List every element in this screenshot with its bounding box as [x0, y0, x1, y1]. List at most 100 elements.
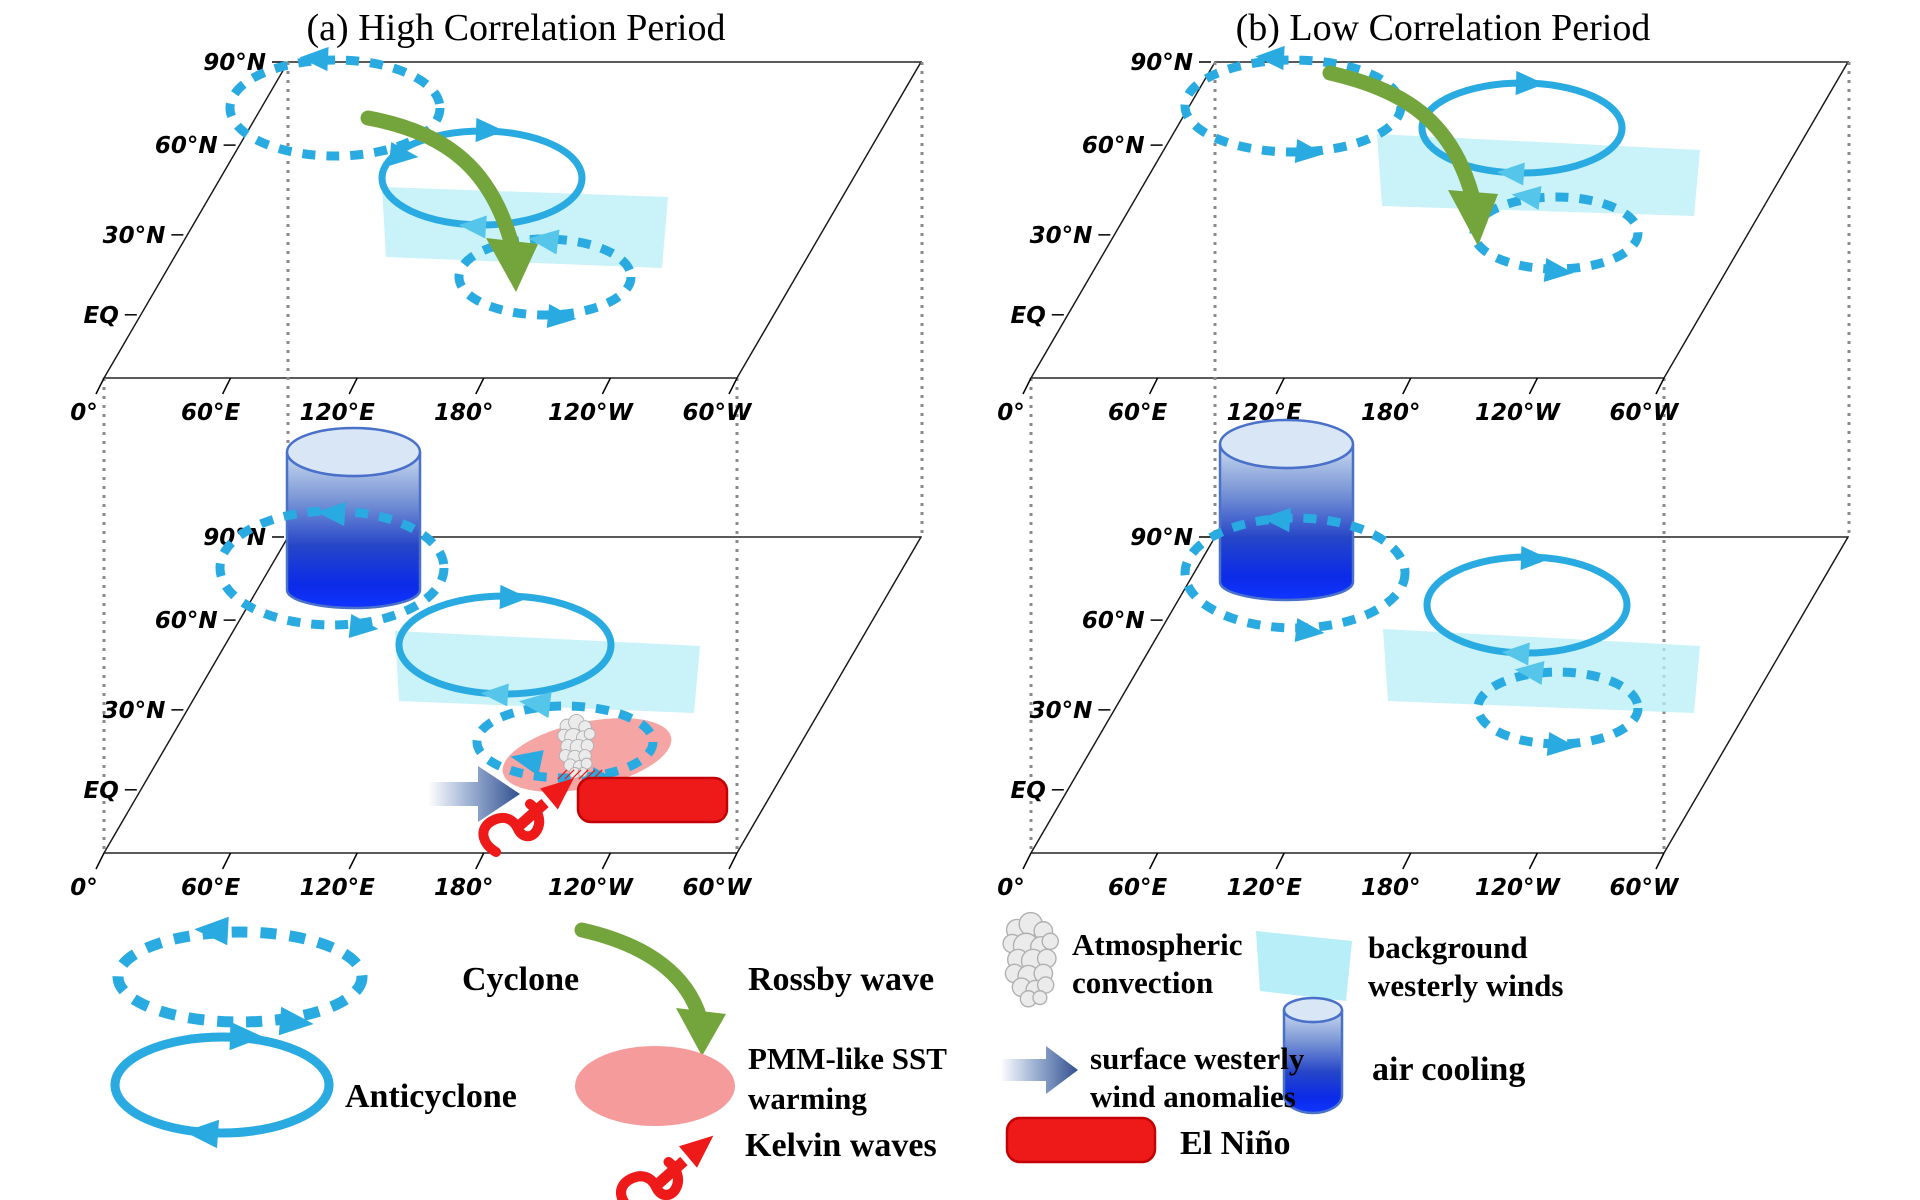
el-nino-box [1005, 1116, 1157, 1164]
lon-label: 60°W [1610, 875, 1681, 901]
lon-tick [1022, 852, 1032, 870]
lon-tick [348, 852, 358, 870]
atmospheric-convection-icon [557, 713, 603, 780]
flow-arrowhead [499, 584, 529, 610]
el-nino-box [576, 776, 729, 824]
flow-arrowhead [194, 916, 229, 946]
legend-label-pmm-1: PMM-like SST [748, 1041, 947, 1076]
lat-label: 60°N [155, 133, 218, 159]
lon-tick [601, 852, 612, 870]
legend-label-swa-1: surface westerly [1090, 1041, 1305, 1076]
lon-tick [1528, 852, 1539, 870]
lon-label: 120°E [300, 400, 376, 426]
pmm-sst-warming-swatch [575, 1046, 735, 1126]
lat-label: 90°N [1130, 525, 1193, 551]
legend-label-anticyclone: Anticyclone [345, 1078, 517, 1115]
lat-label: EQ [1011, 778, 1046, 804]
air-cooling-cylinder-top [1282, 996, 1344, 1024]
lat-label: 60°N [155, 608, 218, 634]
axis-labels: 90°N 60°N 30°N EQ 0° 60°E 120°E 180° 120°W 60°W 90… [70, 50, 1680, 901]
map-plane-border [102, 536, 923, 854]
flow-arrowhead [1511, 185, 1542, 211]
lon-tick [1148, 377, 1159, 395]
flow-arrowhead [1496, 162, 1525, 186]
lon-tick [475, 852, 485, 870]
lon-tick [1402, 377, 1412, 395]
lon-label: 60°E [181, 400, 241, 426]
lat-label: 60°N [1082, 608, 1145, 634]
legend-label-bww-2: westerly winds [1368, 968, 1563, 1003]
lon-label: 0° [70, 875, 98, 901]
convection-puff [1032, 990, 1048, 1006]
lon-tick [95, 377, 105, 395]
lat-label: EQ [84, 778, 119, 804]
lon-tick [1402, 852, 1412, 870]
lon-tick [1275, 377, 1285, 395]
lon-tick [221, 852, 232, 870]
panel-b-title: (b) Low Correlation Period [1236, 7, 1651, 49]
kelvin-wave-shaft [515, 798, 549, 831]
lon-label: 120°W [1475, 400, 1562, 426]
convection-puff [1041, 932, 1059, 951]
legend-label-kelvin: Kelvin waves [745, 1127, 937, 1164]
flow-arrowhead [184, 1119, 219, 1149]
kelvin-wave-arrow [478, 778, 574, 857]
lat-label: EQ [84, 303, 119, 329]
kelvin-wave-arrowhead [678, 1135, 714, 1168]
lon-tick [1022, 377, 1032, 395]
rossby-wave-arrowhead [676, 1008, 726, 1056]
legend-label-rossby: Rossby wave [748, 961, 934, 998]
lon-label: 180° [1361, 875, 1421, 901]
lon-label: 60°W [1610, 400, 1681, 426]
air-cooling-cylinder-top [1218, 418, 1355, 470]
flow-arrowhead [1543, 257, 1574, 283]
flow-arrowhead [1501, 642, 1530, 666]
convection-rain-hatch [571, 769, 582, 780]
flow-arrowhead [1294, 617, 1325, 643]
lat-label: 60°N [1082, 133, 1145, 159]
flow-arrowhead [480, 683, 509, 707]
lat-label: 30°N [1030, 698, 1093, 724]
panel-a-title: (a) High Correlation Period [307, 7, 726, 49]
convection-rain-hatch [564, 769, 575, 780]
lat-label: 30°N [103, 223, 166, 249]
rossby-wave-arrowhead [486, 238, 538, 292]
flow-arrowhead [229, 1021, 264, 1051]
flow-arrowhead [1261, 507, 1291, 533]
flow-arrowhead [278, 1006, 314, 1036]
cyclone-ellipse [472, 701, 658, 783]
lon-tick [1655, 852, 1665, 870]
flow-arrowhead [388, 141, 419, 167]
flow-arrowhead [1294, 138, 1325, 164]
air-cooling-cylinder-top [285, 426, 422, 478]
cyclone-ellipse [1473, 667, 1643, 749]
background-westerly-winds-patch [382, 187, 668, 268]
map-plane [1029, 61, 1850, 379]
flow-arrowhead [475, 117, 505, 143]
lon-label: 0° [997, 400, 1025, 426]
lon-label: 60°W [683, 875, 754, 901]
lon-label: 0° [70, 400, 98, 426]
cyclone-ellipse [454, 234, 636, 320]
lon-tick [728, 377, 738, 395]
anticyclone-ellipse [110, 1032, 334, 1138]
lon-label: 120°E [300, 875, 376, 901]
lat-label: 90°N [1130, 50, 1193, 76]
legend-symbols [110, 911, 1352, 1200]
lon-label: 120°W [548, 875, 635, 901]
cyclone-ellipse [1180, 513, 1410, 633]
lon-label: 60°W [683, 400, 754, 426]
surface-westerly-wind-arrow [428, 766, 520, 822]
flow-arrowhead [1546, 731, 1577, 757]
legend: Cyclone Rossby wave Atmospheric convecti… [110, 911, 1563, 1200]
rossby-wave-arrow [1322, 65, 1480, 203]
convection-rain-hatch [557, 769, 568, 780]
kelvin-wave-arrow [616, 1135, 714, 1200]
lon-label: 120°W [1475, 875, 1562, 901]
lat-label: 30°N [1030, 223, 1093, 249]
flow-arrowhead [1514, 660, 1545, 686]
kelvin-wave-shaft [653, 1156, 688, 1189]
lon-tick [601, 377, 612, 395]
flow-arrowhead [546, 303, 577, 329]
flow-arrowhead [528, 229, 560, 255]
